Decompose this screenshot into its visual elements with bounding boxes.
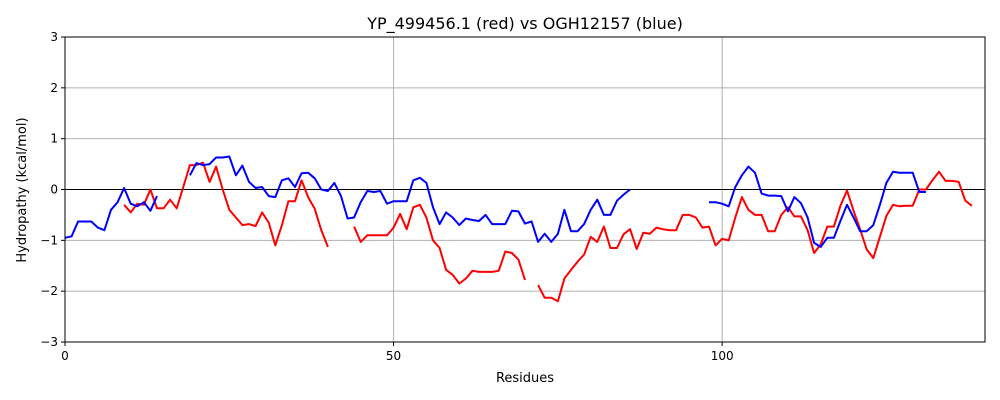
series-lines bbox=[64, 155, 973, 303]
y-tick-label: −1 bbox=[40, 233, 58, 247]
series-1-segment-1 bbox=[189, 155, 631, 243]
y-tick-label: 2 bbox=[50, 81, 58, 95]
series-0-segment-2 bbox=[537, 170, 973, 303]
x-tick-label: 50 bbox=[386, 349, 401, 363]
series-1-segment-2 bbox=[709, 165, 926, 248]
y-axis-label: Hydropathy (kcal/mol) bbox=[15, 117, 30, 262]
y-tick-label: −3 bbox=[40, 335, 58, 349]
series-1-segment-0 bbox=[64, 187, 158, 239]
y-tick-label: 1 bbox=[50, 132, 58, 146]
y-tick-label: 3 bbox=[50, 30, 58, 44]
series-0-segment-1 bbox=[353, 203, 526, 285]
x-axis-label: Residues bbox=[496, 371, 554, 386]
plot-frame bbox=[64, 36, 986, 343]
chart-title: YP_499456.1 (red) vs OGH12157 (blue) bbox=[366, 14, 683, 34]
axis-ticks: 0 50 100 −3 −2 −1 0 1 2 3 bbox=[40, 30, 733, 363]
x-tick-label: 100 bbox=[711, 349, 734, 363]
y-tick-label: 0 bbox=[50, 183, 58, 197]
series-0-segment-0 bbox=[123, 161, 329, 248]
x-tick-label: 0 bbox=[61, 349, 69, 363]
y-tick-label: −2 bbox=[40, 284, 58, 298]
